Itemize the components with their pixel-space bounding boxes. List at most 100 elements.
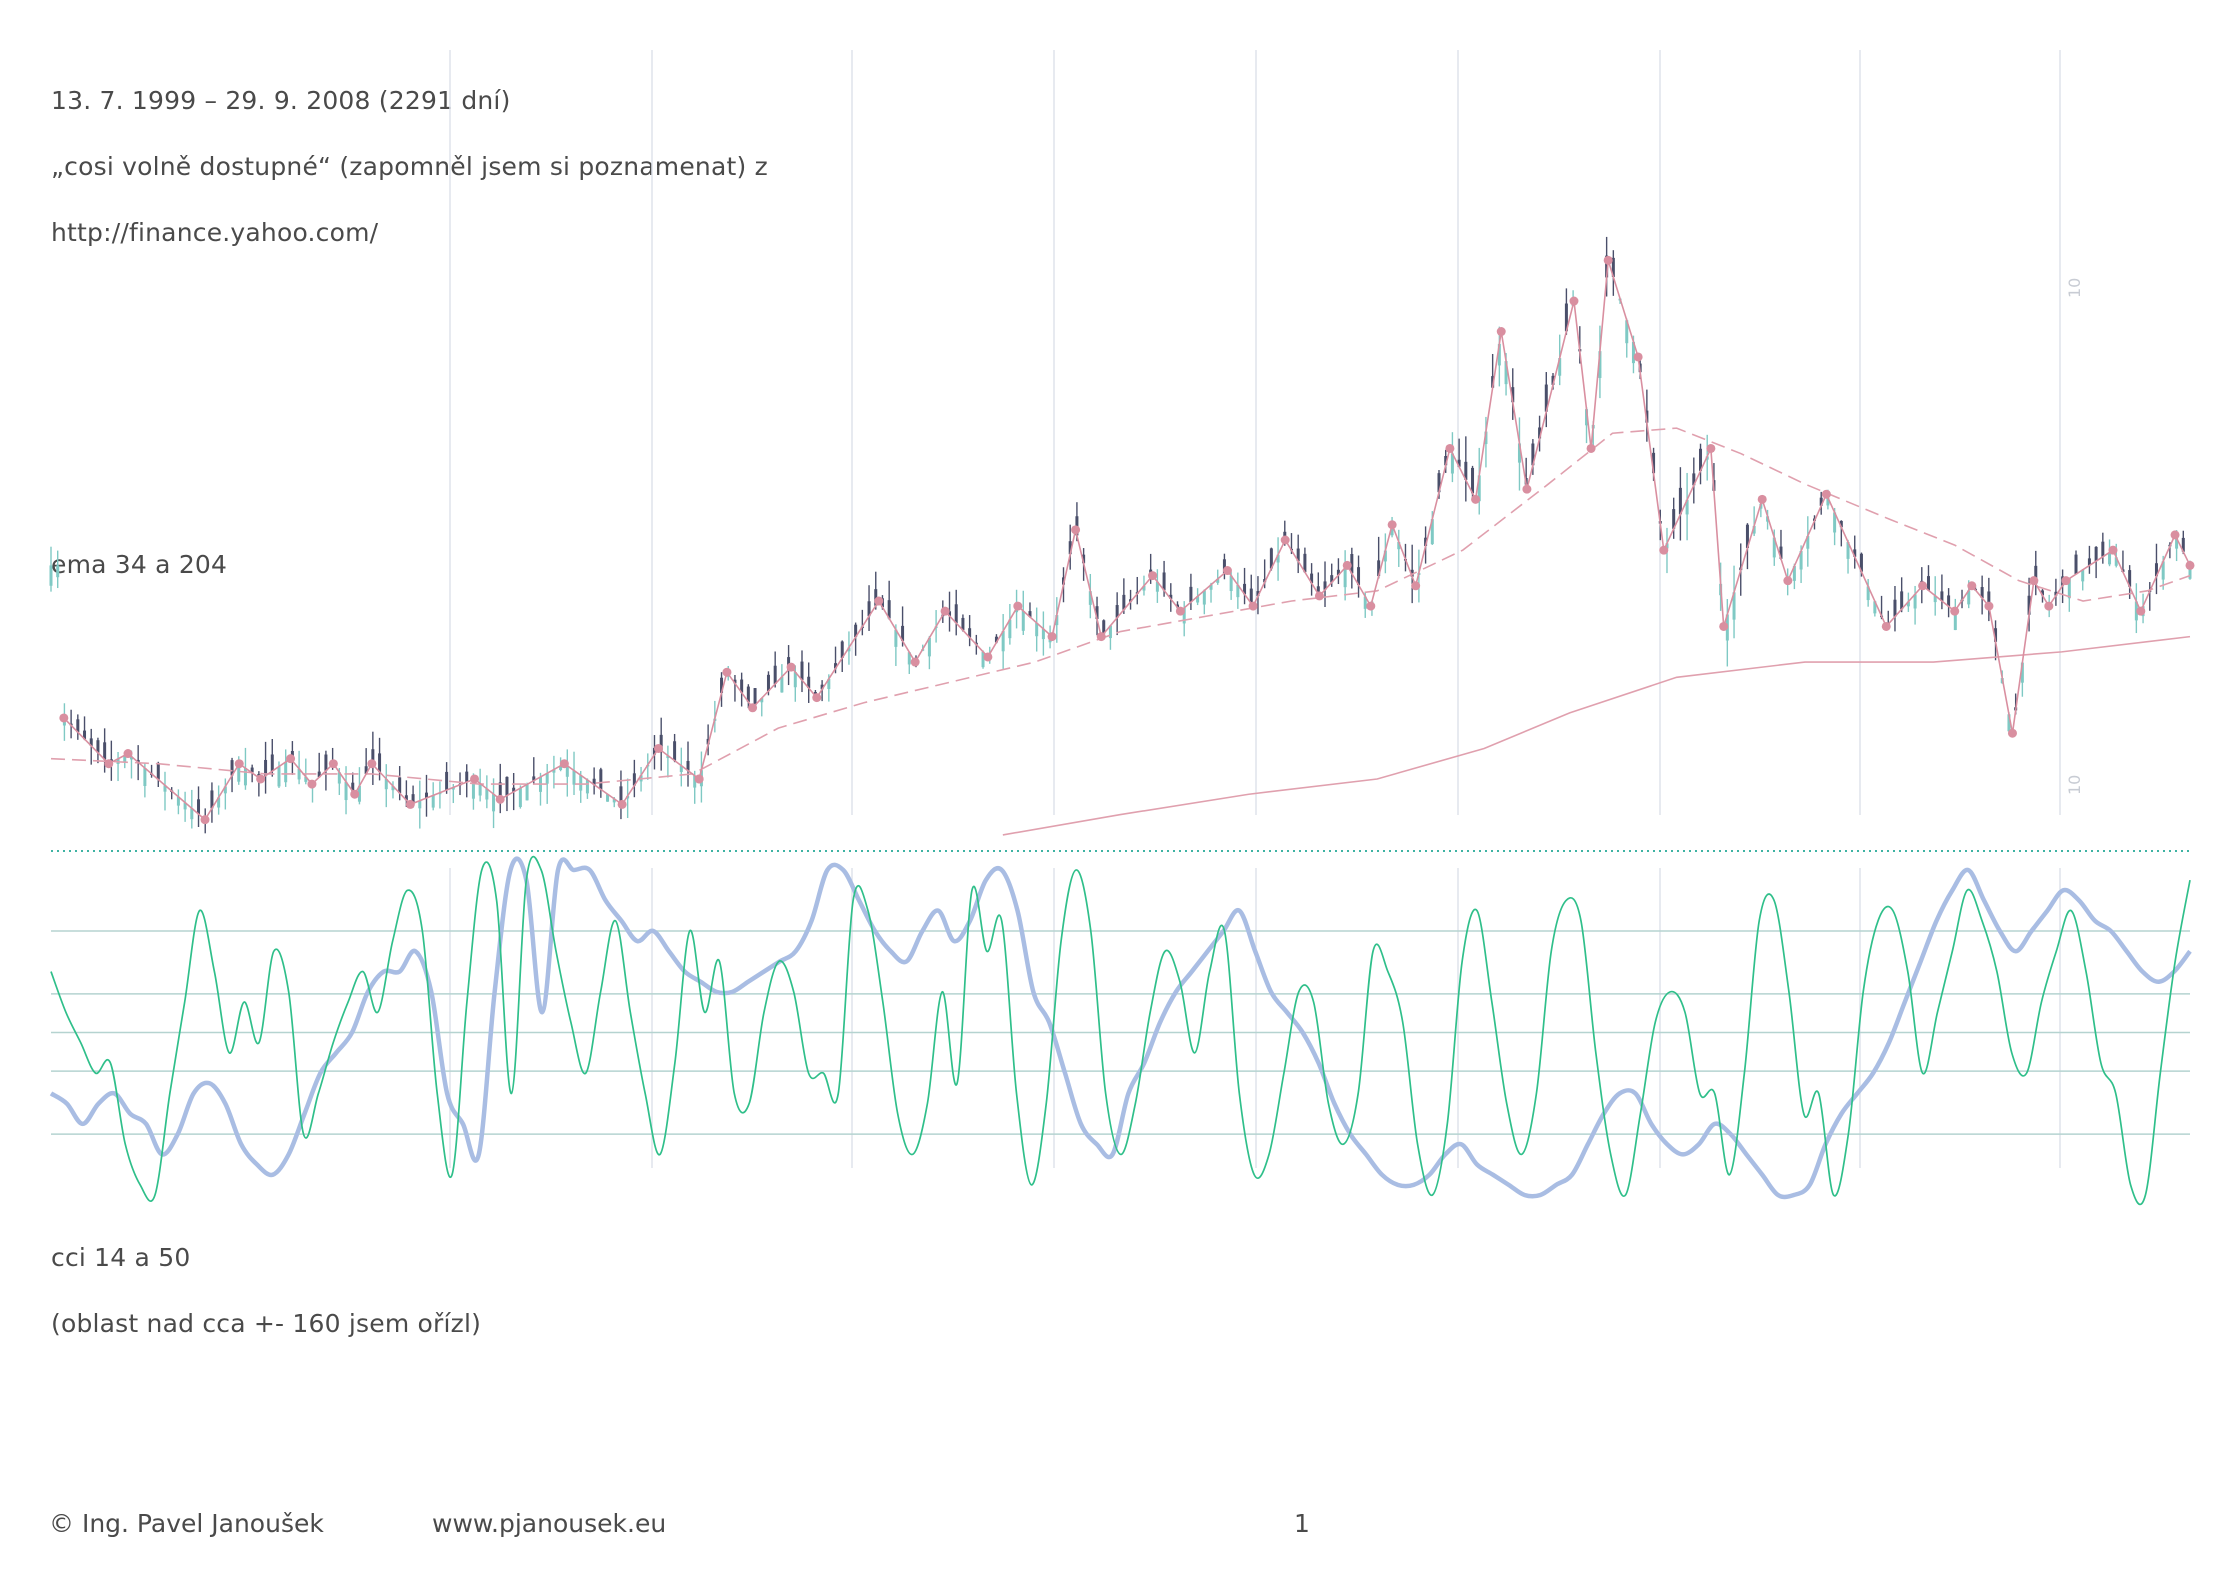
candle-body <box>485 788 489 800</box>
source-url[interactable]: http://finance.yahoo.com/ <box>51 218 379 247</box>
candle-body <box>2101 541 2105 557</box>
candle-body <box>894 629 898 647</box>
candle-body <box>337 772 341 784</box>
candle-body <box>123 755 127 763</box>
candle-body <box>445 771 449 791</box>
candle-body <box>1129 599 1133 602</box>
candle-body <box>1752 525 1756 534</box>
candle-body <box>83 730 87 740</box>
cci-50-line <box>49 856 2192 1200</box>
candle-body <box>612 798 616 803</box>
candle-body <box>471 779 475 799</box>
candle-body <box>585 779 589 794</box>
candle-body <box>1236 584 1240 598</box>
candle-body <box>1068 541 1072 555</box>
source-line: „cosi volně dostupné“ (zapomněl jsem si … <box>51 152 768 181</box>
candle-body <box>1450 453 1454 474</box>
footer-website[interactable]: www.pjanousek.eu <box>432 1509 667 1538</box>
cci-lines <box>49 855 2192 1206</box>
zigzag-pivot <box>2136 606 2146 616</box>
candle-body <box>1900 591 1904 610</box>
candle-body <box>720 677 724 693</box>
candle-body <box>1511 387 1515 403</box>
zigzag-pivot <box>2061 576 2071 586</box>
zigzag-pivot <box>1950 606 1960 616</box>
candle-body <box>1906 601 1910 607</box>
candle-body <box>559 765 563 771</box>
candle-body <box>129 756 133 760</box>
zigzag-pivot <box>1314 591 1324 601</box>
candle-body <box>1779 546 1783 559</box>
candle-body <box>1564 303 1568 332</box>
candle-body <box>1598 351 1602 378</box>
candle-body <box>1471 467 1475 494</box>
candle-body <box>632 773 636 786</box>
candle-body <box>96 740 100 753</box>
candle-body <box>176 796 180 806</box>
zigzag-pivot <box>1248 601 1258 611</box>
zigzag-pivot <box>59 713 69 723</box>
candle-body <box>1531 443 1535 466</box>
candle-body <box>1316 586 1320 595</box>
zigzag-pivot <box>1633 352 1643 362</box>
candle-body <box>304 776 308 782</box>
zigzag-pivot <box>812 693 822 703</box>
candle-body <box>679 765 683 773</box>
candle-body <box>854 624 858 638</box>
candle-body <box>2020 662 2024 683</box>
zigzag-pivot <box>1280 535 1290 545</box>
zigzag-pivot <box>1569 296 1579 306</box>
candle-body <box>1437 473 1441 493</box>
candle-body <box>156 762 160 780</box>
candle-body <box>525 784 529 801</box>
candle-body <box>840 641 844 658</box>
candle-body <box>2007 714 2011 732</box>
candle-body <box>1987 591 1991 606</box>
candle-body <box>1082 554 1086 564</box>
candle-body <box>2081 569 2085 582</box>
candle-body <box>1115 605 1119 618</box>
zigzag-pivot <box>748 703 758 713</box>
zigzag-pivot <box>1603 255 1613 265</box>
candle-body <box>673 741 677 761</box>
candle-body <box>1497 343 1501 366</box>
candle-body <box>210 790 214 809</box>
candle-body <box>1196 596 1200 603</box>
zigzag-pivot <box>234 759 244 769</box>
zigzag-pivot <box>470 774 480 784</box>
footer-author: © Ing. Pavel Janoušek <box>49 1509 324 1538</box>
candle-body <box>552 769 556 773</box>
candle-body <box>317 771 321 778</box>
zigzag-pivot <box>1586 443 1596 453</box>
candle-body <box>1102 620 1106 634</box>
candle-body <box>619 786 623 804</box>
zigzag-pivot <box>786 662 796 672</box>
candle-body <box>2128 570 2132 587</box>
candle-body <box>264 759 268 776</box>
candle-body <box>1310 573 1314 584</box>
zigzag-pivot <box>350 789 360 799</box>
candle-body <box>1095 606 1099 620</box>
zigzag-pivot <box>940 606 950 616</box>
candle-body <box>1799 550 1803 570</box>
candle-body <box>1732 592 1736 620</box>
candle-body <box>1806 535 1810 549</box>
candle-body <box>2108 552 2112 565</box>
cci-14-line <box>50 855 2191 1206</box>
candle-body <box>1672 509 1676 529</box>
candle-body <box>1893 599 1897 617</box>
zigzag-pivot <box>983 652 993 662</box>
candle-body <box>1866 586 1870 601</box>
zigzag-pivot <box>1013 601 1023 611</box>
candle-body <box>1772 537 1776 558</box>
price-axis-labels: 10 10 <box>2065 278 2084 795</box>
candle-body <box>827 678 831 689</box>
candle-body <box>2054 591 2058 596</box>
candle-body <box>733 679 737 684</box>
candle-body <box>599 769 603 790</box>
candle-body <box>1940 591 1944 602</box>
candle-body <box>1551 375 1555 385</box>
candle-body <box>391 786 395 791</box>
candle-body <box>1853 549 1857 557</box>
candle-body <box>532 776 536 781</box>
